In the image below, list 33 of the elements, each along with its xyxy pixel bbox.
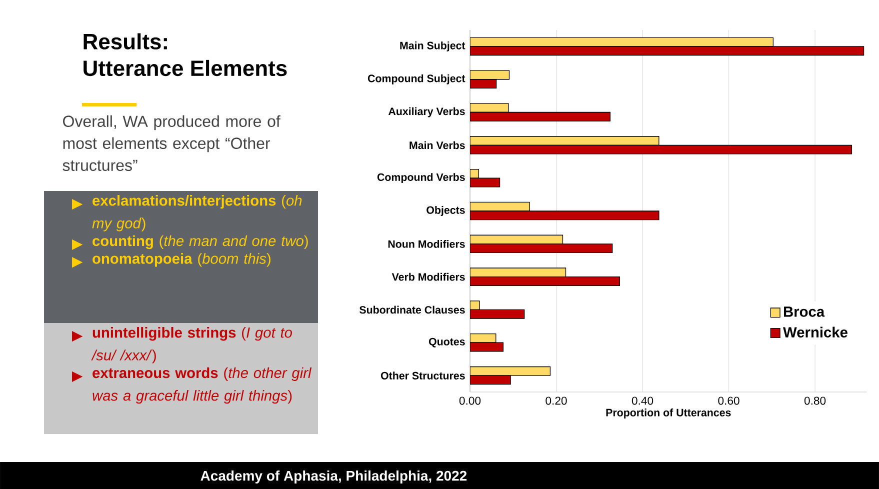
x-tick-label: 0.20 [546, 396, 567, 405]
bar [470, 234, 564, 244]
y-tick-label: Quotes [428, 338, 465, 348]
text: extraneous words (the other girl was a graceful little girl things) [92, 367, 312, 404]
y-tick-label: Main Verbs [410, 141, 465, 150]
bar [470, 333, 496, 343]
bar [470, 37, 774, 47]
x-tick-label: 0.40 [632, 396, 654, 405]
y-tick-label: Compound Subject [368, 74, 466, 84]
text: Overall, WA produced more of most elements except “Other structures” [62, 115, 280, 171]
y-tick-label: Other Structures [380, 372, 465, 380]
x-tick-label: 0.80 [804, 396, 826, 405]
text: onomatopoeia (boom this) [92, 253, 270, 267]
text: exclamations/interjections (oh my god) [92, 194, 302, 232]
text: Academy of Aphasia, Philadelphia, 2022 [200, 470, 467, 484]
y-tick-label: Subordinate Clauses [360, 306, 465, 314]
legend-label: Broca [784, 306, 825, 317]
y-tick-label: Auxiliary Verbs [388, 107, 465, 118]
text: counting (the man and one two) [92, 235, 308, 250]
bar [470, 268, 566, 278]
text: unintelligible strings (I got to /su/ /xxx/) [91, 326, 292, 364]
y-tick-label: Compound Verbs [377, 173, 465, 184]
legend-label: Wernicke [783, 326, 848, 338]
x-tick-label: 0.00 [459, 396, 481, 405]
y-tick-label: Noun Modifiers [388, 240, 465, 248]
y-tick-label: Objects [426, 206, 465, 216]
y-tick-label: Main Subject [400, 41, 466, 52]
bar [470, 136, 660, 146]
y-tick-label: Verb Modifiers [392, 272, 465, 281]
x-tick-label: 0.60 [718, 396, 740, 405]
bar [470, 366, 551, 376]
text: Results: Utterance Elements [84, 33, 287, 76]
x-axis-title: Proportion of Utterances [606, 408, 731, 418]
